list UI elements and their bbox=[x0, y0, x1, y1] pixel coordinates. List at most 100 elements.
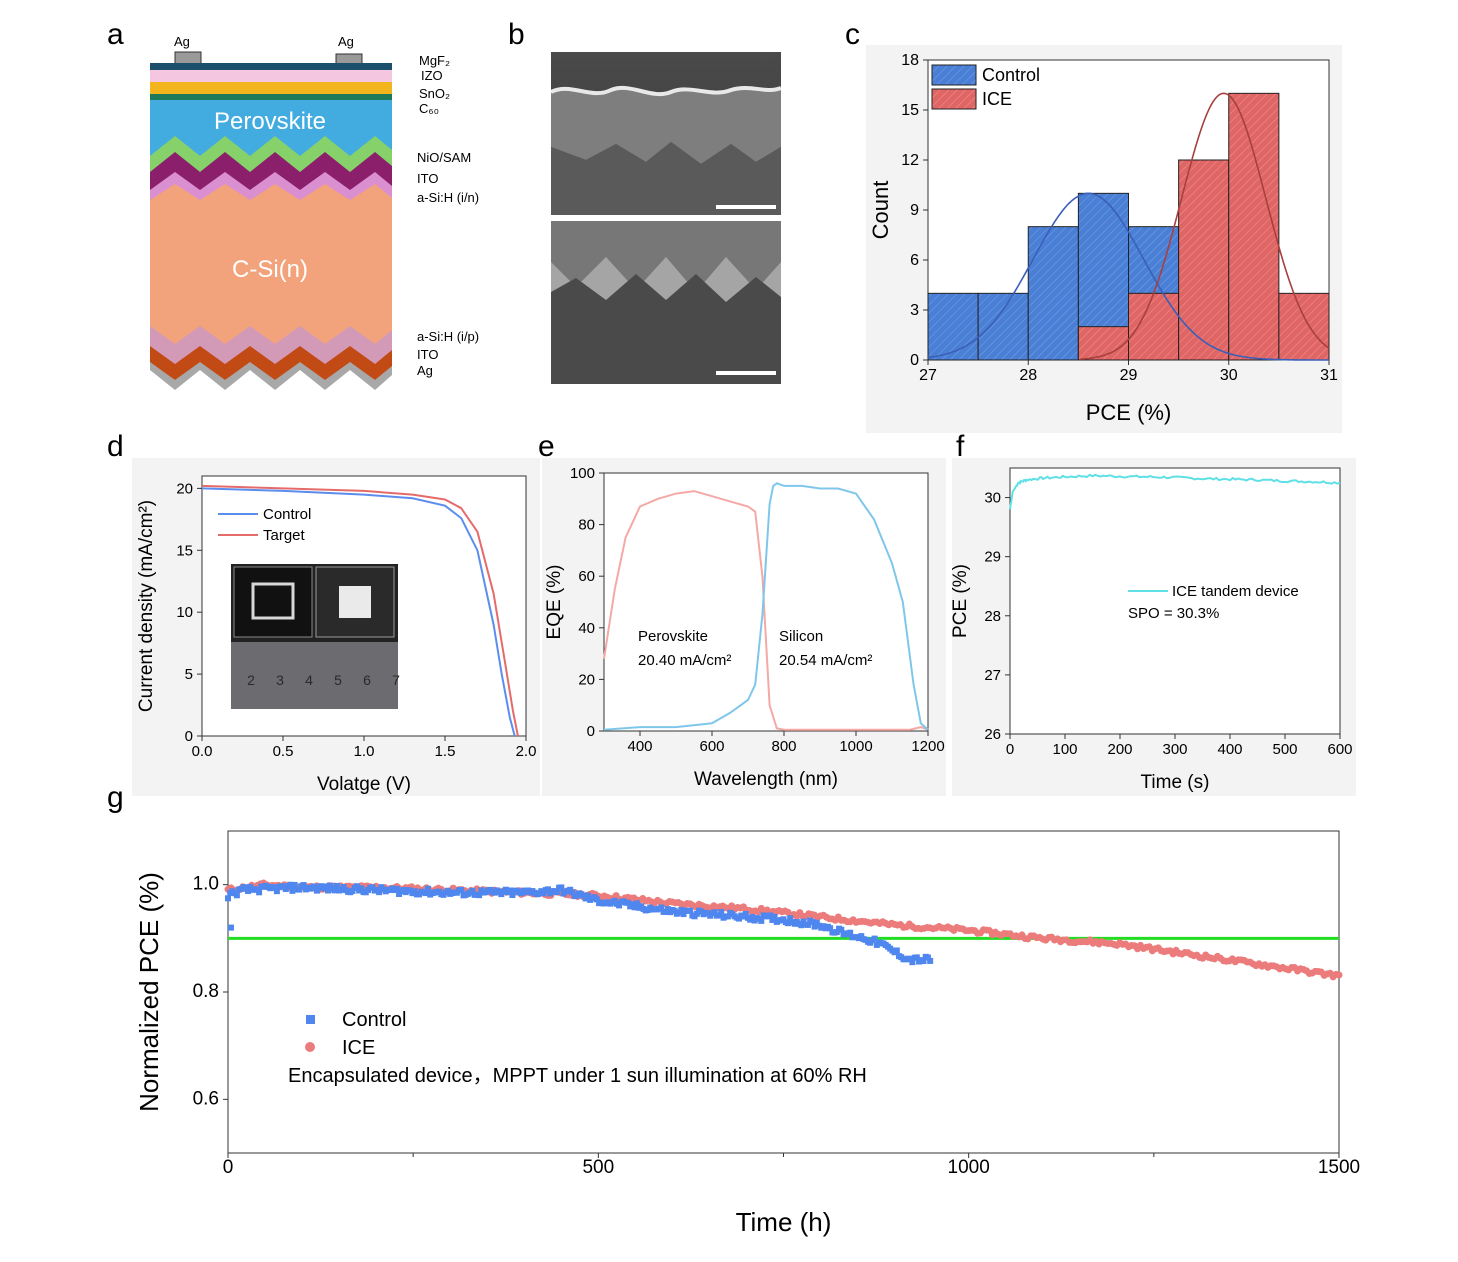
g-point-control bbox=[847, 929, 854, 936]
g-point-control bbox=[458, 886, 465, 893]
g-x-tick-label: 0 bbox=[223, 1157, 234, 1178]
d-x-tick-label: 0.0 bbox=[192, 743, 213, 760]
panel-label-b: b bbox=[508, 18, 525, 51]
c-x-tick-label: 29 bbox=[1120, 367, 1138, 384]
g-point-control bbox=[233, 892, 240, 899]
label-niosam: NiO/SAM bbox=[417, 150, 472, 165]
f-x-axis-label: Time (s) bbox=[1141, 772, 1210, 793]
g-point-control bbox=[664, 906, 671, 913]
c-bar-ice bbox=[1077, 326, 1129, 361]
g-point-control bbox=[809, 918, 816, 925]
c-y-tick-label: 0 bbox=[910, 352, 919, 369]
g-y-axis-label: Normalized PCE (%) bbox=[134, 872, 164, 1112]
d-x-tick-label: 1.5 bbox=[435, 743, 456, 760]
d-legend-label-control: Control bbox=[263, 506, 311, 523]
c-y-tick-label: 6 bbox=[910, 252, 919, 269]
panel-b-sem-images bbox=[550, 52, 782, 384]
g-point-control bbox=[811, 923, 818, 930]
g-point-control bbox=[227, 924, 234, 931]
e-x-tick-label: 1200 bbox=[911, 738, 944, 755]
g-point-control bbox=[333, 882, 340, 889]
e-y-tick-label: 100 bbox=[570, 465, 595, 482]
g-point-control bbox=[273, 888, 280, 895]
g-point-control bbox=[784, 920, 791, 927]
f-x-tick-label: 500 bbox=[1272, 741, 1297, 758]
f-x-tick-label: 300 bbox=[1162, 741, 1187, 758]
layer-izo bbox=[150, 70, 392, 82]
g-point-control bbox=[540, 890, 547, 897]
panel-label-e: e bbox=[538, 430, 555, 463]
label-ito-bottom: ITO bbox=[417, 347, 439, 362]
d-legend-label-target: Target bbox=[263, 527, 306, 544]
d-inset-ruler-number: 2 bbox=[247, 672, 255, 688]
c-bar-ice bbox=[1128, 292, 1180, 361]
e-annot-perovskite-name: Perovskite bbox=[638, 628, 708, 645]
d-x-tick-label: 2.0 bbox=[516, 743, 537, 760]
e-y-tick-label: 60 bbox=[578, 568, 595, 585]
layer-sno2 bbox=[150, 82, 392, 94]
g-series-control bbox=[225, 881, 934, 966]
f-curve-ice-tandem bbox=[1009, 473, 1341, 510]
e-y-axis-label: EQE (%) bbox=[544, 565, 565, 640]
e-x-tick-label: 800 bbox=[771, 738, 796, 755]
g-legend-marker-ice bbox=[305, 1042, 315, 1052]
sem-image-bottom bbox=[551, 221, 781, 384]
g-x-axis-label: Time (h) bbox=[736, 1207, 832, 1237]
c-y-tick-label: 18 bbox=[901, 52, 919, 69]
g-point-control bbox=[693, 910, 700, 917]
e-x-axis-label: Wavelength (nm) bbox=[694, 769, 838, 790]
f-x-tick-label: 400 bbox=[1217, 741, 1242, 758]
g-point-control bbox=[767, 912, 774, 919]
panel-f-spo-chart: 0 100 200 300 400 500 600 26 27 28 29 30 Time (s) PCE… bbox=[952, 467, 1353, 793]
scale-bar-bottom bbox=[716, 371, 776, 375]
g-point-control bbox=[907, 956, 914, 963]
g-point-control bbox=[858, 933, 865, 940]
g-point-control bbox=[476, 892, 483, 899]
g-point-control bbox=[242, 884, 249, 891]
e-y-tick-label: 80 bbox=[578, 517, 595, 534]
d-inset-ruler-number: 3 bbox=[276, 672, 284, 688]
c-legend-swatch-ice bbox=[931, 88, 977, 110]
f-x-tick-label: 100 bbox=[1052, 741, 1077, 758]
d-inset-ruler bbox=[231, 642, 398, 709]
e-y-tick-label: 40 bbox=[578, 620, 595, 637]
panel-label-g: g bbox=[107, 781, 124, 814]
g-point-control bbox=[313, 887, 320, 894]
g-point-control bbox=[393, 885, 400, 892]
d-curve-control bbox=[201, 487, 516, 737]
sem-cross-sections bbox=[550, 52, 782, 384]
g-point-control bbox=[742, 910, 749, 917]
e-annot-silicon-name: Silicon bbox=[779, 628, 823, 645]
f-y-tick-label: 26 bbox=[984, 726, 1001, 743]
d-x-axis-label: Volatge (V) bbox=[317, 774, 411, 795]
label-ito-top: ITO bbox=[417, 171, 439, 186]
csi-layer-label: C-Si(n) bbox=[232, 256, 308, 283]
d-inset-ruler-number: 4 bbox=[305, 672, 313, 688]
c-bar-ice bbox=[1178, 159, 1230, 361]
f-x-tick-label: 200 bbox=[1107, 741, 1132, 758]
c-fit-curve-ice bbox=[1080, 92, 1330, 360]
g-point-control bbox=[787, 915, 794, 922]
g-x-tick-label: 1500 bbox=[1318, 1157, 1360, 1178]
g-point-control bbox=[544, 886, 551, 893]
g-point-control bbox=[376, 889, 383, 896]
layer-ito-top bbox=[150, 150, 392, 190]
g-point-control bbox=[920, 958, 927, 965]
e-x-tick-label: 400 bbox=[627, 738, 652, 755]
d-x-tick-label: 1.0 bbox=[354, 743, 375, 760]
g-point-control bbox=[678, 906, 685, 913]
f-y-axis-label: PCE (%) bbox=[952, 564, 971, 638]
d-y-tick-label: 10 bbox=[176, 604, 193, 621]
g-point-control bbox=[804, 921, 811, 928]
g-point-control bbox=[927, 957, 934, 964]
g-point-control bbox=[687, 907, 694, 914]
device-stack-diagram: Perovskite C-Si(n) bbox=[150, 51, 392, 390]
g-point-control bbox=[711, 909, 718, 916]
g-y-tick-label: 0.8 bbox=[193, 981, 219, 1002]
f-y-tick-label: 28 bbox=[984, 608, 1001, 625]
g-point-control bbox=[422, 890, 429, 897]
g-point-control bbox=[358, 885, 365, 892]
label-asih-ip: a-Si:H (i/p) bbox=[417, 329, 480, 344]
f-y-tick-label: 29 bbox=[984, 549, 1001, 566]
g-point-control bbox=[769, 916, 776, 923]
